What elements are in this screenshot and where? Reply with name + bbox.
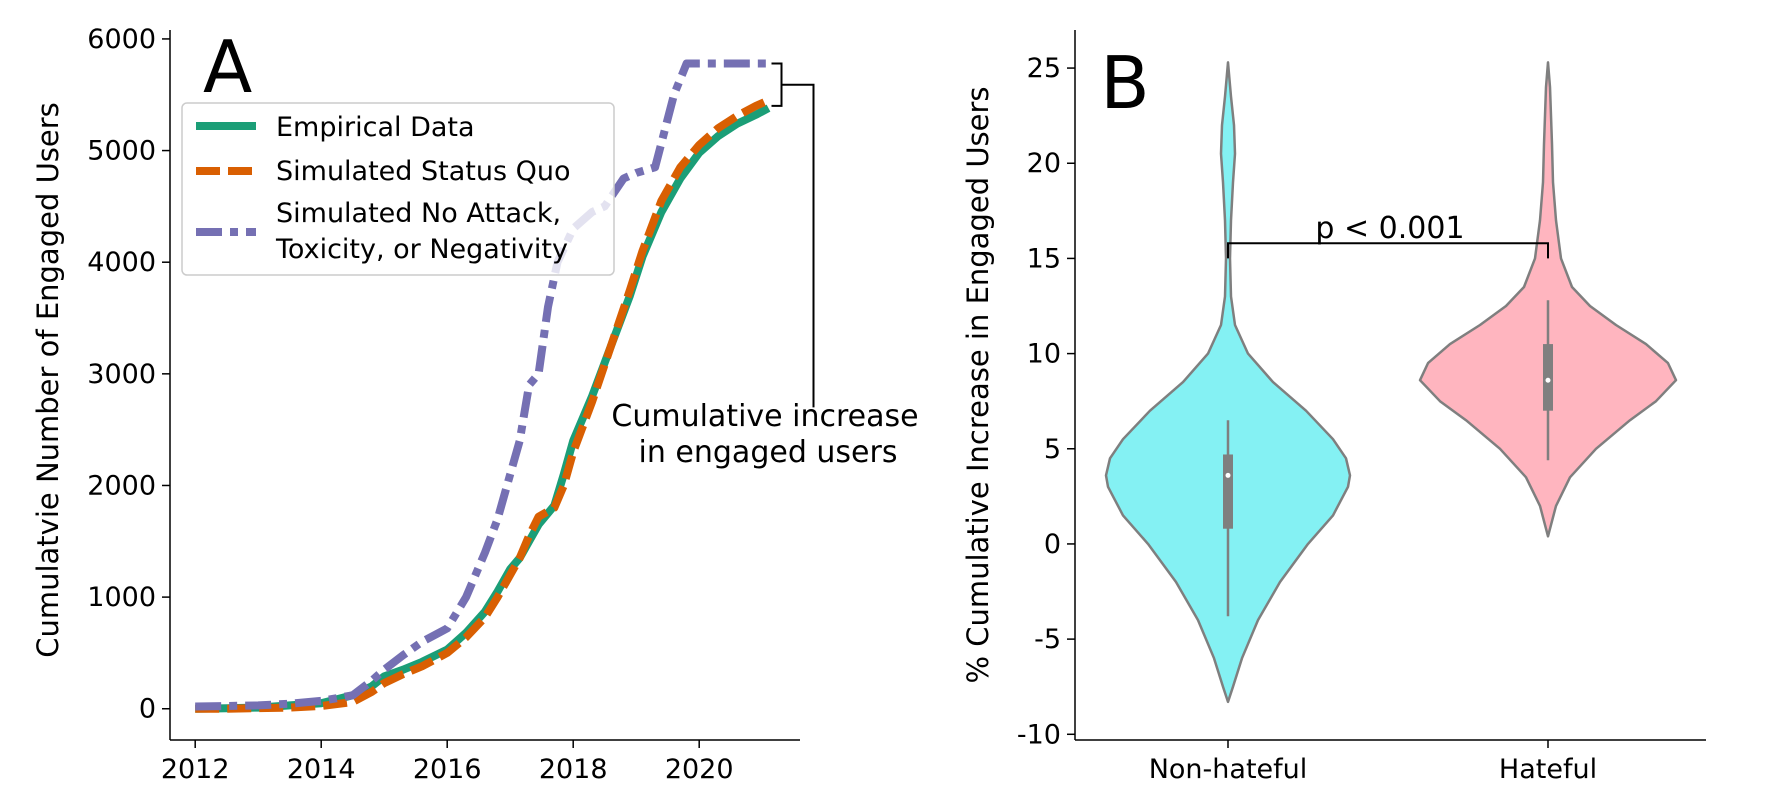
y-tick-label: 5 xyxy=(1044,434,1061,465)
legend-label-empirical: Empirical Data xyxy=(276,112,475,143)
panel-a-chart: A 0 1000 2000 3000 4000 5000 6000 2012 2014 2016… xyxy=(31,24,919,785)
legend: Empirical Data Simulated Status Quo Simu… xyxy=(181,102,615,276)
x-tick-label: 2012 xyxy=(161,754,230,785)
violin-hateful-iqr-box xyxy=(1543,344,1553,411)
y-tick-label: 4000 xyxy=(87,247,156,278)
panel-b-chart: B 25 20 15 10 5 0 -5 -10 Non-hateful Hateful % C… xyxy=(961,30,1706,785)
x-tick-label: Non-hateful xyxy=(1149,754,1308,785)
x-tick-label: 2018 xyxy=(539,754,608,785)
x-tick-label: Hateful xyxy=(1499,754,1597,785)
y-tick-label: 1000 xyxy=(87,582,156,613)
y-tick-label: 10 xyxy=(1027,339,1061,370)
y-tick-label: 5000 xyxy=(87,136,156,167)
annotation-text-line2: in engaged users xyxy=(639,435,898,470)
significance-bracket xyxy=(1227,242,1549,259)
y-tick-label: 6000 xyxy=(87,24,156,55)
x-tick-label: 2020 xyxy=(665,754,734,785)
y-tick-label: 0 xyxy=(1044,529,1061,560)
legend-label-status-quo: Simulated Status Quo xyxy=(276,156,571,187)
violin-non-hateful xyxy=(1104,61,1352,704)
significance-bracket-line xyxy=(1227,242,1549,259)
violin-hateful-median-dot xyxy=(1545,377,1551,383)
panel-b-violins xyxy=(1104,61,1678,704)
panel-a-y-axis-label: Cumulatvie Number of Engaged Users xyxy=(31,102,65,658)
y-tick-label: -5 xyxy=(1034,624,1061,655)
series-line-no-attack xyxy=(195,59,769,711)
panel-b-y-ticks: 25 20 15 10 5 0 -5 -10 xyxy=(1017,53,1075,750)
panel-a-series-lines xyxy=(195,59,771,713)
x-tick-label: 2014 xyxy=(287,754,356,785)
series-line-status-quo xyxy=(195,96,771,713)
panel-a-y-ticks: 0 1000 2000 3000 4000 5000 6000 xyxy=(87,24,170,725)
violin-non-hateful-iqr-box xyxy=(1223,454,1233,529)
bracket-shape xyxy=(771,62,783,107)
y-tick-label: 0 xyxy=(139,694,156,725)
x-tick-label: 2016 xyxy=(413,754,482,785)
panel-a-x-ticks: 2012 2014 2016 2018 2020 xyxy=(161,740,734,785)
panel-b-letter: B xyxy=(1100,41,1149,125)
y-tick-label: 3000 xyxy=(87,359,156,390)
panel-b-y-axis-label: % Cumulative Increase in Engaged Users xyxy=(961,86,995,683)
y-tick-label: 2000 xyxy=(87,470,156,501)
legend-box xyxy=(181,102,615,276)
panel-b-x-ticks: Non-hateful Hateful xyxy=(1149,740,1597,785)
legend-label-no-attack-line2: Toxicity, or Negativity xyxy=(275,234,568,265)
significance-label: p < 0.001 xyxy=(1315,211,1464,246)
legend-label-no-attack-line1: Simulated No Attack, xyxy=(276,198,561,229)
violin-hateful xyxy=(1418,61,1678,538)
panel-a-letter: A xyxy=(203,25,252,109)
annotation-text-line1: Cumulative increase xyxy=(611,399,918,434)
bracket-leader-line xyxy=(781,83,815,408)
y-tick-label: 20 xyxy=(1027,148,1061,179)
violin-non-hateful-median-dot xyxy=(1225,472,1231,478)
y-tick-label: 15 xyxy=(1027,243,1061,274)
annotation-bracket xyxy=(771,62,815,408)
y-tick-label: 25 xyxy=(1027,53,1061,84)
y-tick-label: -10 xyxy=(1017,719,1061,750)
